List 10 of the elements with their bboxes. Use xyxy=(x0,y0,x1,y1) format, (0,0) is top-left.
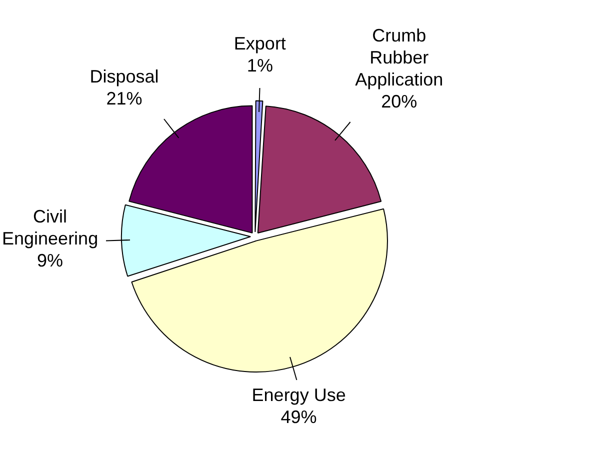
slice-label: Energy Use xyxy=(252,385,346,406)
slice-label: Disposal xyxy=(90,66,159,86)
slice-label: Civil Engineering xyxy=(2,206,98,248)
slice-label: Export xyxy=(234,34,286,54)
slice-label: Crumb Rubber Application xyxy=(355,26,444,90)
data-label: 49% xyxy=(280,407,317,428)
data-label: 21% xyxy=(106,88,142,108)
data-label: 1% xyxy=(246,56,273,76)
data-label: 20% xyxy=(381,92,418,112)
data-label: 9% xyxy=(37,250,64,270)
